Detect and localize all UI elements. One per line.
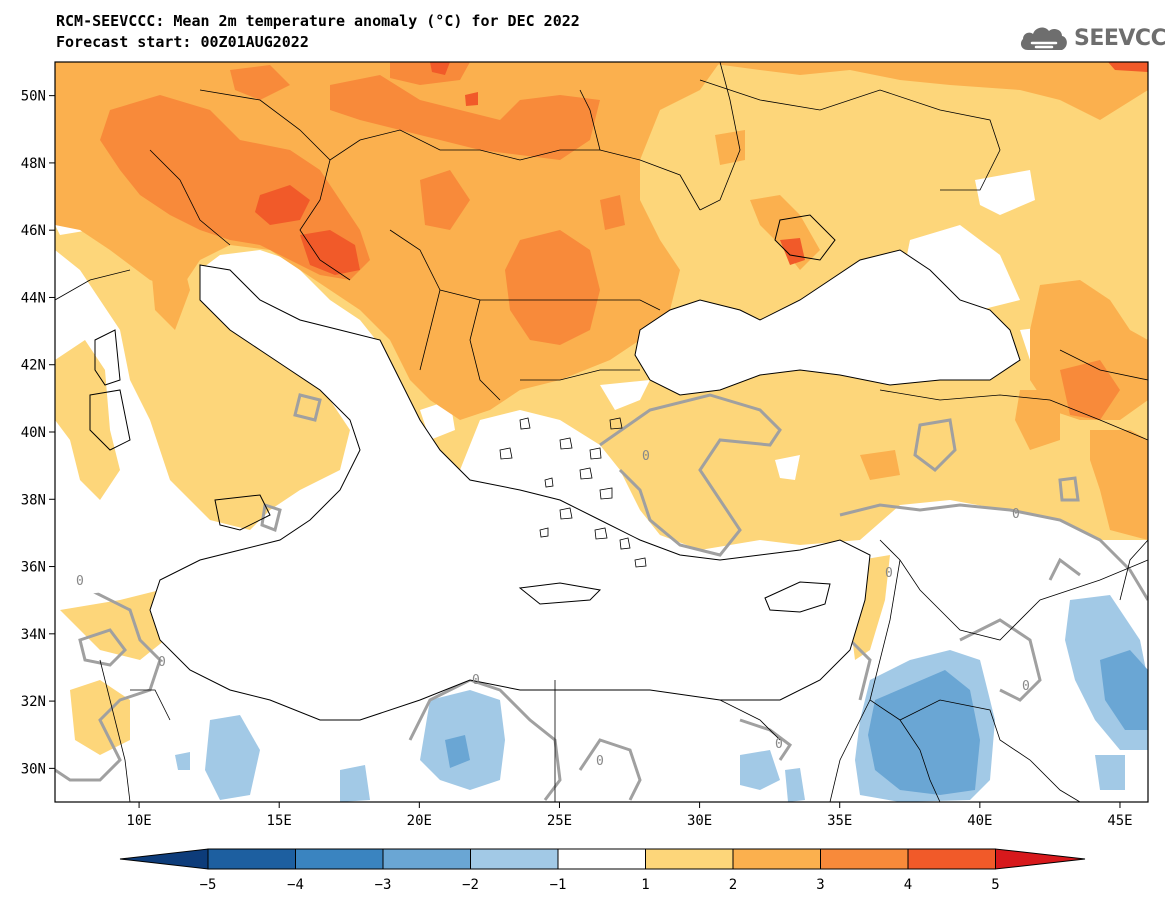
colorbar: −5 −4 −3 −2 −1 1 2 3 4 5	[119, 848, 1086, 893]
colorbar-label: −1	[550, 877, 567, 893]
colorbar-segment	[732, 848, 821, 870]
colorbar-segment	[557, 848, 646, 870]
colorbar-segment	[907, 848, 996, 870]
lat-tick-label: 44N	[21, 290, 46, 306]
colorbar-over-arrow	[995, 848, 1086, 870]
chart-title: RCM-SEEVCCC: Mean 2m temperature anomaly…	[56, 12, 580, 30]
lat-tick-label: 30N	[21, 761, 46, 777]
colorbar-label: 1	[641, 877, 649, 893]
contour-label: 0	[76, 574, 84, 589]
lat-tick-label: 32N	[21, 694, 46, 710]
contour-label: 0	[596, 754, 604, 769]
lat-tick-label: 36N	[21, 560, 46, 576]
colorbar-segment	[470, 848, 559, 870]
colorbar-segment	[645, 848, 734, 870]
lon-tick-label: 10E	[126, 813, 151, 829]
logo-text: SEEVCCC	[1074, 25, 1165, 51]
colorbar-label: −4	[287, 877, 304, 893]
colorbar-label: 4	[904, 877, 912, 893]
lon-tick-label: 15E	[267, 813, 292, 829]
country-borders	[55, 62, 1148, 802]
colorbar-segment	[382, 848, 471, 870]
axis-ticks: 50N 48N 46N 44N 42N 40N 38N 36N 34N 32N 30N 10E 15E 2…	[21, 89, 1133, 829]
contour-label: 0	[885, 566, 893, 581]
colorbar-under-arrow	[119, 848, 209, 870]
colorbar-label: −5	[200, 877, 217, 893]
lat-tick-label: 42N	[21, 358, 46, 374]
contour-label: 0	[1012, 507, 1020, 522]
colorbar-label: 2	[729, 877, 737, 893]
contour-label: 0	[775, 737, 783, 752]
colorbar-segment	[207, 848, 296, 870]
aegean-islands	[499, 417, 647, 568]
sea-areas	[55, 250, 1020, 720]
seevccc-logo: SEEVCCC	[1018, 20, 1165, 56]
lat-tick-label: 34N	[21, 627, 46, 643]
colorbar-segment	[820, 848, 909, 870]
lon-tick-label: 40E	[967, 813, 992, 829]
cloud-icon	[1020, 27, 1067, 50]
map-area: 0 0 0 0 0 0 0 0 0	[55, 62, 1148, 802]
anomaly-band-minus2-minus3	[445, 650, 1148, 795]
lon-tick-label: 30E	[687, 813, 712, 829]
lat-tick-label: 46N	[21, 223, 46, 239]
colorbar-label: 3	[816, 877, 824, 893]
contour-label: 0	[642, 449, 650, 464]
zero-contours	[55, 393, 1148, 801]
lon-tick-label: 35E	[827, 813, 852, 829]
lat-tick-label: 40N	[21, 425, 46, 441]
colorbar-segment	[295, 848, 384, 870]
lon-tick-label: 25E	[547, 813, 572, 829]
contour-label: 0	[472, 673, 480, 688]
colorbar-label: 5	[991, 877, 999, 893]
lat-tick-label: 38N	[21, 492, 46, 508]
chart-subtitle: Forecast start: 00Z01AUG2022	[56, 33, 309, 51]
lat-tick-label: 50N	[21, 89, 46, 105]
coastlines	[89, 214, 1021, 721]
lon-tick-label: 20E	[407, 813, 432, 829]
contour-label: 0	[158, 655, 166, 670]
lon-tick-label: 45E	[1107, 813, 1132, 829]
colorbar-label: −2	[462, 877, 479, 893]
lat-tick-label: 48N	[21, 156, 46, 172]
colorbar-label: −3	[375, 877, 392, 893]
contour-label: 0	[1022, 679, 1030, 694]
anomaly-band-4-5	[255, 62, 1148, 275]
